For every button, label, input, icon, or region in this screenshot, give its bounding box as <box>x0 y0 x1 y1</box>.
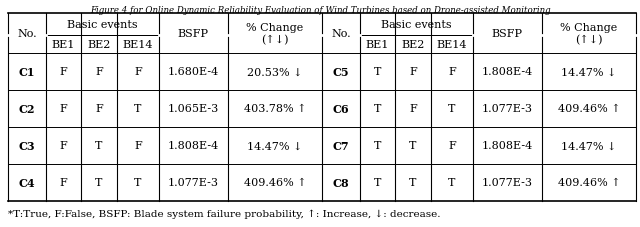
Text: % Change
(↑↓): % Change (↑↓) <box>560 23 618 45</box>
Text: 409.46% ↑: 409.46% ↑ <box>244 178 306 188</box>
Text: BSFP: BSFP <box>492 29 523 39</box>
Text: 1.680E-4: 1.680E-4 <box>168 67 219 77</box>
Text: T: T <box>134 104 141 114</box>
Text: F: F <box>60 104 67 114</box>
Text: C1: C1 <box>19 67 35 78</box>
Text: BE1: BE1 <box>366 40 389 50</box>
Text: C6: C6 <box>333 104 349 114</box>
Text: T: T <box>410 141 417 151</box>
Text: 1.808E-4: 1.808E-4 <box>482 141 533 151</box>
Text: T: T <box>374 104 381 114</box>
Text: 1.077E-3: 1.077E-3 <box>168 178 219 188</box>
Text: C8: C8 <box>333 177 349 188</box>
Text: 1.077E-3: 1.077E-3 <box>482 104 532 114</box>
Text: 14.47% ↓: 14.47% ↓ <box>561 67 616 77</box>
Text: C5: C5 <box>333 67 349 78</box>
Text: T: T <box>95 141 102 151</box>
Text: 20.53% ↓: 20.53% ↓ <box>247 67 303 77</box>
Text: Basic events: Basic events <box>381 20 452 30</box>
Text: T: T <box>448 178 456 188</box>
Text: T: T <box>374 141 381 151</box>
Text: 1.077E-3: 1.077E-3 <box>482 178 532 188</box>
Text: T: T <box>134 178 141 188</box>
Text: 14.47% ↓: 14.47% ↓ <box>247 141 303 151</box>
Text: BSFP: BSFP <box>178 29 209 39</box>
Text: C3: C3 <box>19 140 35 151</box>
Text: F: F <box>60 178 67 188</box>
Text: 1.808E-4: 1.808E-4 <box>168 141 219 151</box>
Text: 409.46% ↑: 409.46% ↑ <box>557 178 620 188</box>
Text: F: F <box>134 67 141 77</box>
Text: *T:True, F:False, BSFP: Blade system failure probability, ↑: Increase, ↓: decrea: *T:True, F:False, BSFP: Blade system fai… <box>8 209 440 218</box>
Text: T: T <box>95 178 102 188</box>
Text: BE1: BE1 <box>52 40 75 50</box>
Text: % Change
(↑↓): % Change (↑↓) <box>246 23 303 45</box>
Text: BE14: BE14 <box>123 40 153 50</box>
Text: F: F <box>409 67 417 77</box>
Text: C7: C7 <box>333 140 349 151</box>
Text: Figure 4 for Online Dynamic Reliability Evaluation of Wind Turbines based on Dro: Figure 4 for Online Dynamic Reliability … <box>90 6 550 15</box>
Text: BE14: BE14 <box>436 40 467 50</box>
Text: F: F <box>134 141 141 151</box>
Text: 14.47% ↓: 14.47% ↓ <box>561 141 616 151</box>
Text: BE2: BE2 <box>87 40 111 50</box>
Text: 403.78% ↑: 403.78% ↑ <box>244 104 306 114</box>
Text: 1.065E-3: 1.065E-3 <box>168 104 219 114</box>
Text: 409.46% ↑: 409.46% ↑ <box>557 104 620 114</box>
Text: 1.808E-4: 1.808E-4 <box>482 67 533 77</box>
Text: F: F <box>448 67 456 77</box>
Text: F: F <box>60 141 67 151</box>
Text: T: T <box>374 178 381 188</box>
Text: F: F <box>60 67 67 77</box>
Text: BE2: BE2 <box>401 40 425 50</box>
Text: No.: No. <box>331 29 351 39</box>
Text: T: T <box>374 67 381 77</box>
Text: C2: C2 <box>19 104 35 114</box>
Text: T: T <box>410 178 417 188</box>
Text: F: F <box>95 104 103 114</box>
Text: C4: C4 <box>19 177 35 188</box>
Text: F: F <box>95 67 103 77</box>
Text: No.: No. <box>17 29 36 39</box>
Text: F: F <box>448 141 456 151</box>
Text: T: T <box>448 104 456 114</box>
Text: F: F <box>409 104 417 114</box>
Text: Basic events: Basic events <box>67 20 138 30</box>
